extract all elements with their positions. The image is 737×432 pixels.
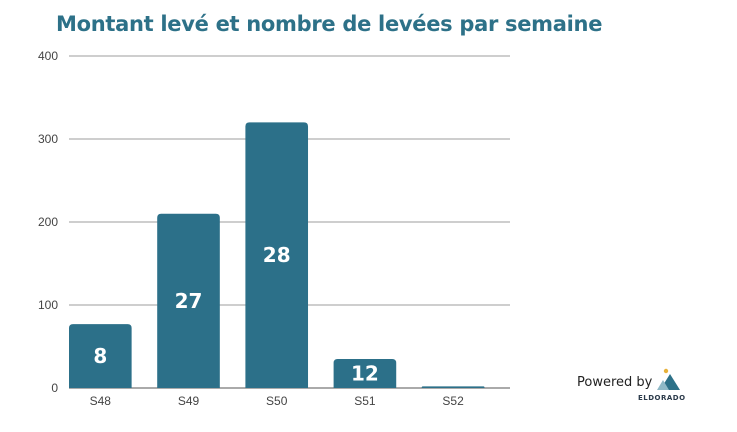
bar-S50	[245, 122, 309, 389]
powered-by-text: Powered by	[577, 375, 653, 390]
x-tick-label: S48	[90, 394, 112, 408]
y-axis-ticks: 0 100 200 300 400	[38, 49, 58, 395]
powered-by: Powered by	[577, 372, 652, 390]
eldorado-logo: ELDORADO	[638, 366, 698, 406]
bar-S52	[421, 386, 485, 388]
bar-S51	[333, 358, 397, 388]
chart-title: Montant levé et nombre de levées par sem…	[56, 12, 603, 36]
data-labels: 8 27 28 12	[93, 243, 378, 385]
data-label: 27	[175, 289, 203, 313]
y-tick-label: 100	[38, 298, 58, 312]
x-tick-label: S49	[178, 394, 200, 408]
y-tick-label: 400	[38, 49, 58, 63]
data-label: 8	[93, 344, 107, 368]
data-label: 12	[351, 361, 379, 385]
bars	[69, 122, 485, 389]
y-tick-label: 0	[51, 381, 58, 395]
x-axis-ticks: S48 S49 S50 S51 S52	[90, 394, 464, 408]
x-tick-label: S50	[266, 394, 288, 408]
mountain-logo-icon	[657, 368, 680, 390]
x-tick-label: S52	[442, 394, 464, 408]
bar-S48	[69, 324, 132, 388]
data-label: 28	[263, 243, 291, 267]
logo-text: ELDORADO	[638, 394, 686, 402]
y-tick-label: 300	[38, 132, 58, 146]
bar-S49	[157, 213, 220, 388]
x-tick-label: S51	[354, 394, 376, 408]
y-tick-label: 200	[38, 215, 58, 229]
